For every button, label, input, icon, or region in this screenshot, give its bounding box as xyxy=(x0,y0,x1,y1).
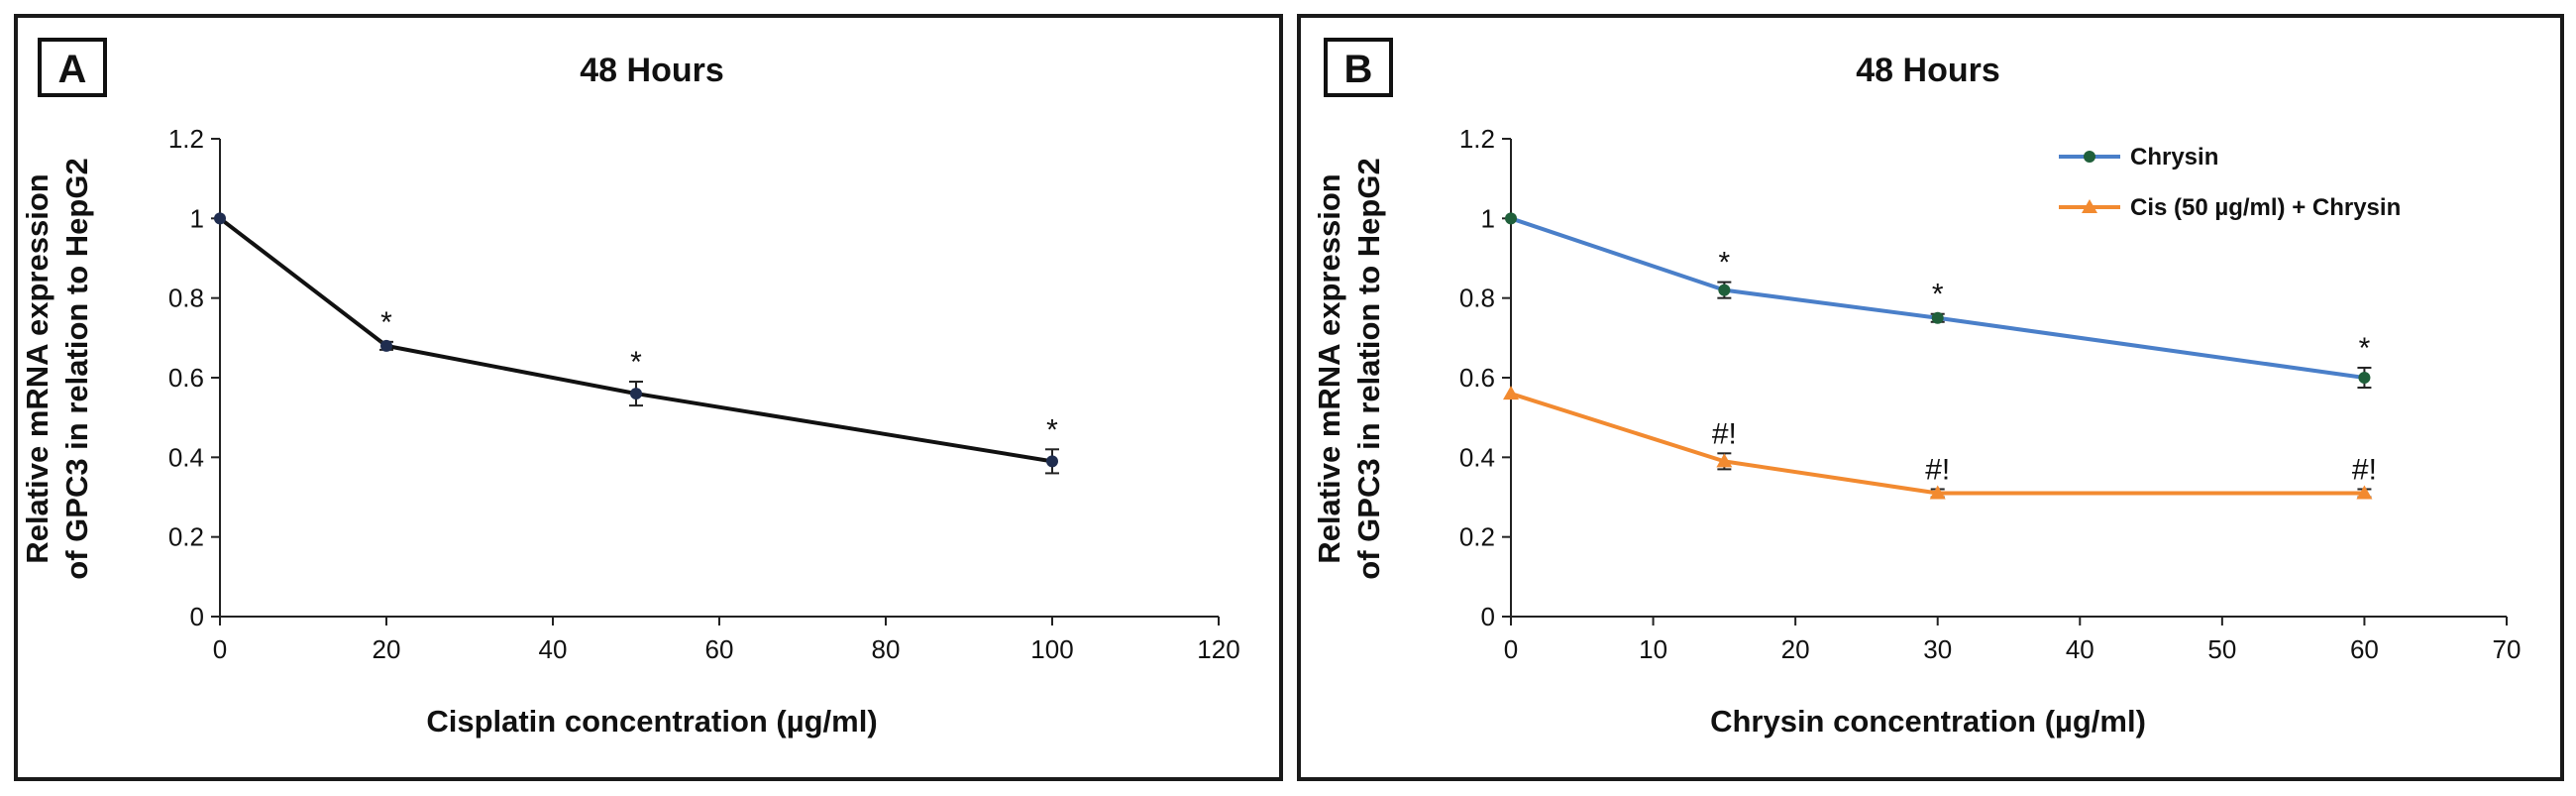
panel-a-y-tick-label: 0.8 xyxy=(168,284,204,313)
panel-b-legend: Chrysin Cis (50 µg/ml) + Chrysin xyxy=(2059,144,2401,221)
panel-a-x-tick-label: 120 xyxy=(1197,634,1239,664)
legend-chrysin-label: Chrysin xyxy=(2130,144,2218,171)
panel-a-y-tick-label: 0.4 xyxy=(168,442,204,472)
panel-a-letter-box xyxy=(38,38,107,97)
panel-b-x-tick-label: 0 xyxy=(1504,634,1518,664)
panel-a-series-cisplatin-point xyxy=(380,339,392,352)
panel-b-y-axis-label-line1: Relative mRNA expression xyxy=(1312,173,1346,563)
panel-b-series-chrysin-annotation: * xyxy=(1719,247,1731,280)
legend-cis-chrysin-label: Cis (50 µg/ml) + Chrysin xyxy=(2130,194,2401,221)
panel-b-series-cis-50-g-ml-chrysin-point xyxy=(2356,485,2373,500)
panel-a-y-tick-label: 1 xyxy=(190,203,204,233)
panel-b-series-chrysin-line xyxy=(1510,216,2365,380)
panel-a-series-cisplatin-annotation: * xyxy=(380,306,392,339)
panel-a-title: 48 Hours xyxy=(580,52,724,89)
panel-a-x-axis-label: Cisplatin concentration (µg/ml) xyxy=(426,704,877,739)
panel-a-letter: A xyxy=(58,48,87,91)
panel-b-series-cis-50-g-ml-chrysin-annotation: #! xyxy=(2352,453,2377,486)
panel-a-series-cisplatin-line xyxy=(218,216,1053,464)
panel-b-y-tick-label: 0.2 xyxy=(1459,522,1495,552)
panel-b-series-cis-50-g-ml-chrysin-point xyxy=(1503,386,1519,400)
panel-b-series-cis-50-g-ml-chrysin-annotation: #! xyxy=(1712,417,1737,450)
panel-a-y-tick-label: 0.2 xyxy=(168,522,204,552)
panel-a-x-tick-label: 20 xyxy=(373,634,401,664)
panel-b-y-tick-label: 0.6 xyxy=(1459,363,1495,393)
panel-b-series-chrysin-annotation: * xyxy=(1932,279,1944,311)
panel-a-y-axis-label-line2: of GPC3 in relation to HepG2 xyxy=(59,158,94,579)
panel-a-x-tick-label: 0 xyxy=(213,634,227,664)
panel-b-y-tick-label: 1 xyxy=(1481,203,1495,233)
panel-b-x-axis-label: Chrysin concentration (µg/ml) xyxy=(1710,704,2146,739)
panel-b-letter-box xyxy=(1324,38,1393,97)
panel-a-series-cisplatin-point xyxy=(214,212,226,225)
panel-a-series-cisplatin-annotation: * xyxy=(630,346,642,379)
panel-b-y-tick-label: 0.8 xyxy=(1459,284,1495,313)
panel-b-x-tick-label: 40 xyxy=(2066,634,2094,664)
legend-cis-chrysin-marker xyxy=(2082,199,2097,213)
panel-b-letter: B xyxy=(1344,48,1373,91)
panel-a-series-cisplatin-point xyxy=(1046,455,1058,468)
panel-a-series-cisplatin-annotation: * xyxy=(1046,413,1058,446)
panel-a-x-tick-label: 100 xyxy=(1030,634,1073,664)
panel-b-series-cis-50-g-ml-chrysin-line xyxy=(1510,392,2365,496)
panel-a-y-tick-label: 1.2 xyxy=(168,124,204,154)
panel-a-x-tick-label: 40 xyxy=(539,634,568,664)
panel-a-y-tick-label: 0 xyxy=(190,602,204,631)
panel-b-series-chrysin-point xyxy=(2358,372,2371,384)
panel-b-x-tick-label: 70 xyxy=(2493,634,2522,664)
legend-chrysin-marker xyxy=(2084,151,2095,163)
panel-b-series-chrysin-annotation: * xyxy=(2359,332,2371,365)
panel-a-series-cisplatin-point xyxy=(630,388,642,400)
panel-b-y-tick-label: 0 xyxy=(1481,602,1495,631)
panel-b-series-chrysin-point xyxy=(1505,212,1517,225)
panel-b-series-chrysin-point xyxy=(1718,284,1731,296)
panel-b-x-tick-label: 30 xyxy=(1923,634,1952,664)
panel-b-plot: 0 0.2 0.4 0.6 0.8 1 1.2 0 10 20 30 40 50 60 70 * * * #! #! #… xyxy=(1459,124,2522,664)
panel-b-x-tick-label: 50 xyxy=(2207,634,2236,664)
panel-b-series-cis-50-g-ml-chrysin-point xyxy=(1929,485,1946,500)
panel-a-y-tick-label: 0.6 xyxy=(168,363,204,393)
panel-b-x-tick-label: 60 xyxy=(2350,634,2379,664)
panel-a-x-tick-label: 80 xyxy=(872,634,901,664)
panel-b-series-chrysin-point xyxy=(1931,311,1944,324)
panel-b-y-tick-label: 0.4 xyxy=(1459,442,1495,472)
panel-b-series-cis-50-g-ml-chrysin-point xyxy=(1716,453,1733,468)
panel-b-y-tick-label: 1.2 xyxy=(1459,124,1495,154)
panel-a-plot: 0 0.2 0.4 0.6 0.8 1 1.2 0 20 40 60 80 100 120 * * * xyxy=(168,124,1240,664)
panel-b-x-tick-label: 10 xyxy=(1639,634,1667,664)
panel-b-x-tick-label: 20 xyxy=(1781,634,1810,664)
panel-b-y-axis-label-line2: of GPC3 in relation to HepG2 xyxy=(1351,158,1386,579)
panel-b-title: 48 Hours xyxy=(1856,52,2000,89)
panel-b-series-cis-50-g-ml-chrysin-annotation: #! xyxy=(1925,453,1950,486)
panel-a-y-axis-label-line1: Relative mRNA expression xyxy=(20,173,54,563)
panel-a-x-tick-label: 60 xyxy=(705,634,734,664)
